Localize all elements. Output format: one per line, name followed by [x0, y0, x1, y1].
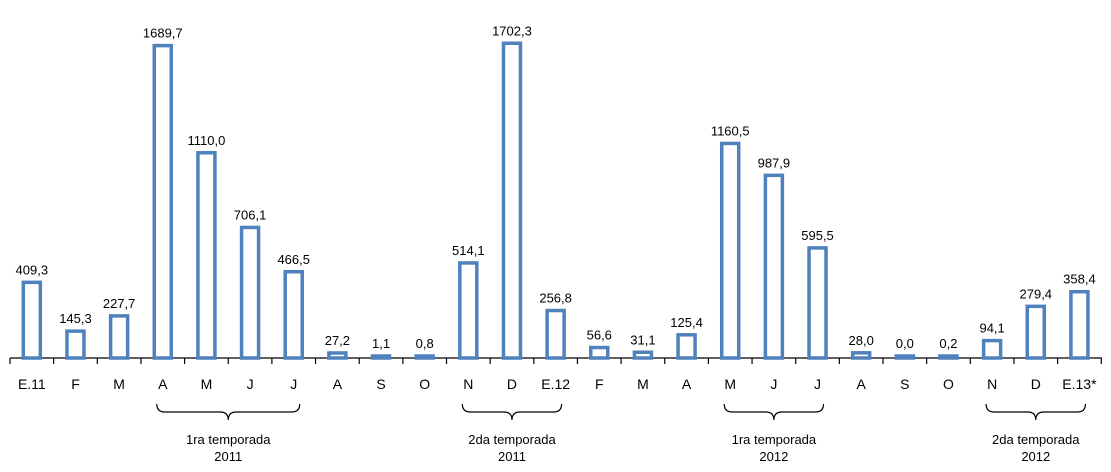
- bar: [196, 151, 217, 360]
- bar: [458, 261, 479, 360]
- bar: [283, 270, 304, 360]
- bar: [632, 350, 654, 360]
- x-tick-label: J: [247, 376, 254, 392]
- bar: [589, 345, 610, 360]
- data-label: 1110,0: [188, 133, 226, 148]
- bar: [327, 351, 348, 360]
- x-tick-label: F: [595, 376, 604, 392]
- bar: [239, 225, 261, 360]
- bar: [501, 41, 523, 360]
- data-label: 56,6: [587, 328, 612, 343]
- x-tick-label: O: [943, 376, 954, 392]
- season-label: 1ra temporada: [732, 432, 817, 447]
- season-brace: [461, 403, 563, 421]
- x-tick-label: O: [419, 376, 430, 392]
- x-tick-label: M: [113, 376, 125, 392]
- bar: [65, 329, 86, 360]
- bar: [545, 308, 566, 360]
- x-tick-label: E.11: [18, 376, 46, 392]
- x-tick-label: J: [770, 376, 777, 392]
- data-label: 595,5: [801, 228, 834, 243]
- data-label: 706,1: [234, 207, 267, 222]
- x-tick-label: N: [987, 376, 997, 392]
- data-label: 31,1: [630, 332, 655, 347]
- season-year-label: 2012: [1021, 449, 1050, 464]
- x-tick-label: A: [333, 376, 343, 392]
- x-tick-label: M: [724, 376, 736, 392]
- x-tick-label: M: [201, 376, 213, 392]
- bar: [1025, 304, 1047, 360]
- season-year-label: 2012: [759, 449, 788, 464]
- data-label: 0,2: [939, 336, 957, 351]
- x-ticks-group: [9, 358, 1102, 364]
- x-tick-label: A: [857, 376, 867, 392]
- data-label: 227,7: [103, 296, 136, 311]
- bar: [807, 246, 828, 360]
- x-labels-group: E.11 F M A M J J A S O N D E.12 F M A M J J A S O N D E.13*: [18, 376, 1097, 392]
- x-tick-label: J: [290, 376, 297, 392]
- bar: [719, 141, 741, 360]
- bar: [152, 43, 174, 360]
- bar: [108, 314, 130, 360]
- data-label: 0,8: [416, 336, 434, 351]
- x-tick-label: J: [814, 376, 821, 392]
- season-label: 2da temporada: [468, 432, 556, 447]
- data-label: 1,1: [372, 336, 390, 351]
- x-tick-label: E.12: [541, 376, 570, 392]
- x-tick-label: F: [71, 376, 80, 392]
- x-tick-label: E.13*: [1062, 376, 1097, 392]
- value-labels-group: 409,3 145,3 227,7 1689,7 1110,0 706,1 466,5 27,…: [16, 23, 1096, 351]
- data-label: 1702,3: [492, 23, 532, 38]
- data-label: 94,1: [979, 321, 1004, 336]
- bar: [21, 280, 43, 360]
- bar: [1069, 289, 1090, 360]
- bar: [414, 354, 435, 360]
- bars-group: [21, 41, 1090, 360]
- data-label: 28,0: [849, 333, 874, 348]
- x-tick-label: A: [158, 376, 168, 392]
- x-tick-label: S: [900, 376, 909, 392]
- season-brace: [723, 403, 825, 421]
- data-label: 0,0: [896, 336, 914, 351]
- bar: [938, 354, 959, 360]
- bar: [894, 354, 916, 360]
- x-tick-label: M: [637, 376, 649, 392]
- data-label: 409,3: [16, 262, 49, 277]
- bar: [370, 354, 392, 360]
- season-year-label: 2011: [214, 449, 242, 464]
- x-tick-label: S: [376, 376, 385, 392]
- x-tick-label: D: [1031, 376, 1041, 392]
- x-tick-label: A: [682, 376, 692, 392]
- data-label: 466,5: [277, 252, 310, 267]
- bar: [981, 338, 1003, 360]
- season-brace: [156, 403, 301, 421]
- season-brace: [985, 403, 1087, 421]
- x-tick-label: N: [463, 376, 473, 392]
- data-label: 125,4: [670, 315, 703, 330]
- data-label: 514,1: [452, 243, 485, 258]
- bar: [676, 333, 697, 360]
- data-label: 27,2: [325, 333, 350, 348]
- season-year-label: 2011: [498, 449, 526, 464]
- data-label: 256,8: [539, 291, 572, 306]
- data-label: 279,4: [1020, 286, 1053, 301]
- data-label: 358,4: [1063, 272, 1096, 287]
- season-label: 1ra temporada: [186, 432, 271, 447]
- x-tick-label: D: [507, 376, 517, 392]
- season-braces-group: 1ra temporada 2011 2da temporada 2011 1ra te…: [156, 403, 1087, 464]
- data-label: 1160,5: [711, 123, 750, 138]
- data-label: 987,9: [758, 155, 791, 170]
- season-label: 2da temporada: [992, 432, 1080, 447]
- data-label: 1689,7: [143, 26, 183, 41]
- data-label: 145,3: [59, 311, 92, 326]
- bar: [763, 173, 785, 360]
- bar: [850, 351, 872, 360]
